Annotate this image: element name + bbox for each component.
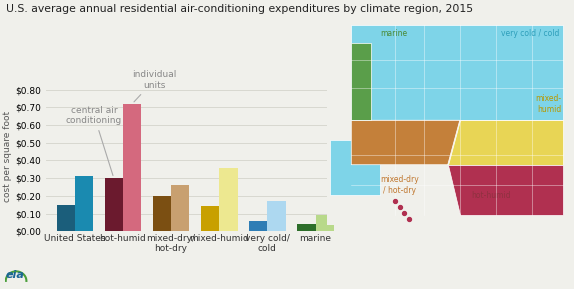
Polygon shape xyxy=(448,165,564,215)
Polygon shape xyxy=(329,140,380,195)
Polygon shape xyxy=(351,25,564,120)
Bar xyxy=(297,224,316,231)
Point xyxy=(405,217,414,222)
Text: cost per square foot: cost per square foot xyxy=(3,110,12,202)
Text: central air
conditioning: central air conditioning xyxy=(66,106,122,175)
Point xyxy=(390,199,400,203)
Text: marine: marine xyxy=(380,29,408,38)
Bar xyxy=(249,221,267,231)
Bar xyxy=(316,215,334,231)
Bar xyxy=(267,201,286,231)
Bar xyxy=(171,185,189,231)
Polygon shape xyxy=(351,120,460,165)
Text: eia: eia xyxy=(6,270,25,280)
Polygon shape xyxy=(351,43,371,120)
Text: U.S. average annual residential air-conditioning expenditures by climate region,: U.S. average annual residential air-cond… xyxy=(6,4,473,14)
Text: individual
units: individual units xyxy=(132,70,176,102)
Text: hot-humid: hot-humid xyxy=(471,190,511,200)
Text: mixed-dry
/ hot-dry: mixed-dry / hot-dry xyxy=(380,175,419,195)
Bar xyxy=(56,205,75,231)
Text: mixed-
humid: mixed- humid xyxy=(535,94,561,114)
Bar xyxy=(201,206,219,231)
Bar xyxy=(75,176,93,231)
Point xyxy=(395,205,404,210)
Bar xyxy=(153,196,171,231)
Polygon shape xyxy=(448,120,564,165)
Text: very cold / cold: very cold / cold xyxy=(501,29,559,38)
Bar xyxy=(104,178,123,231)
Bar xyxy=(123,104,141,231)
Bar xyxy=(219,168,238,231)
Point xyxy=(400,211,409,216)
